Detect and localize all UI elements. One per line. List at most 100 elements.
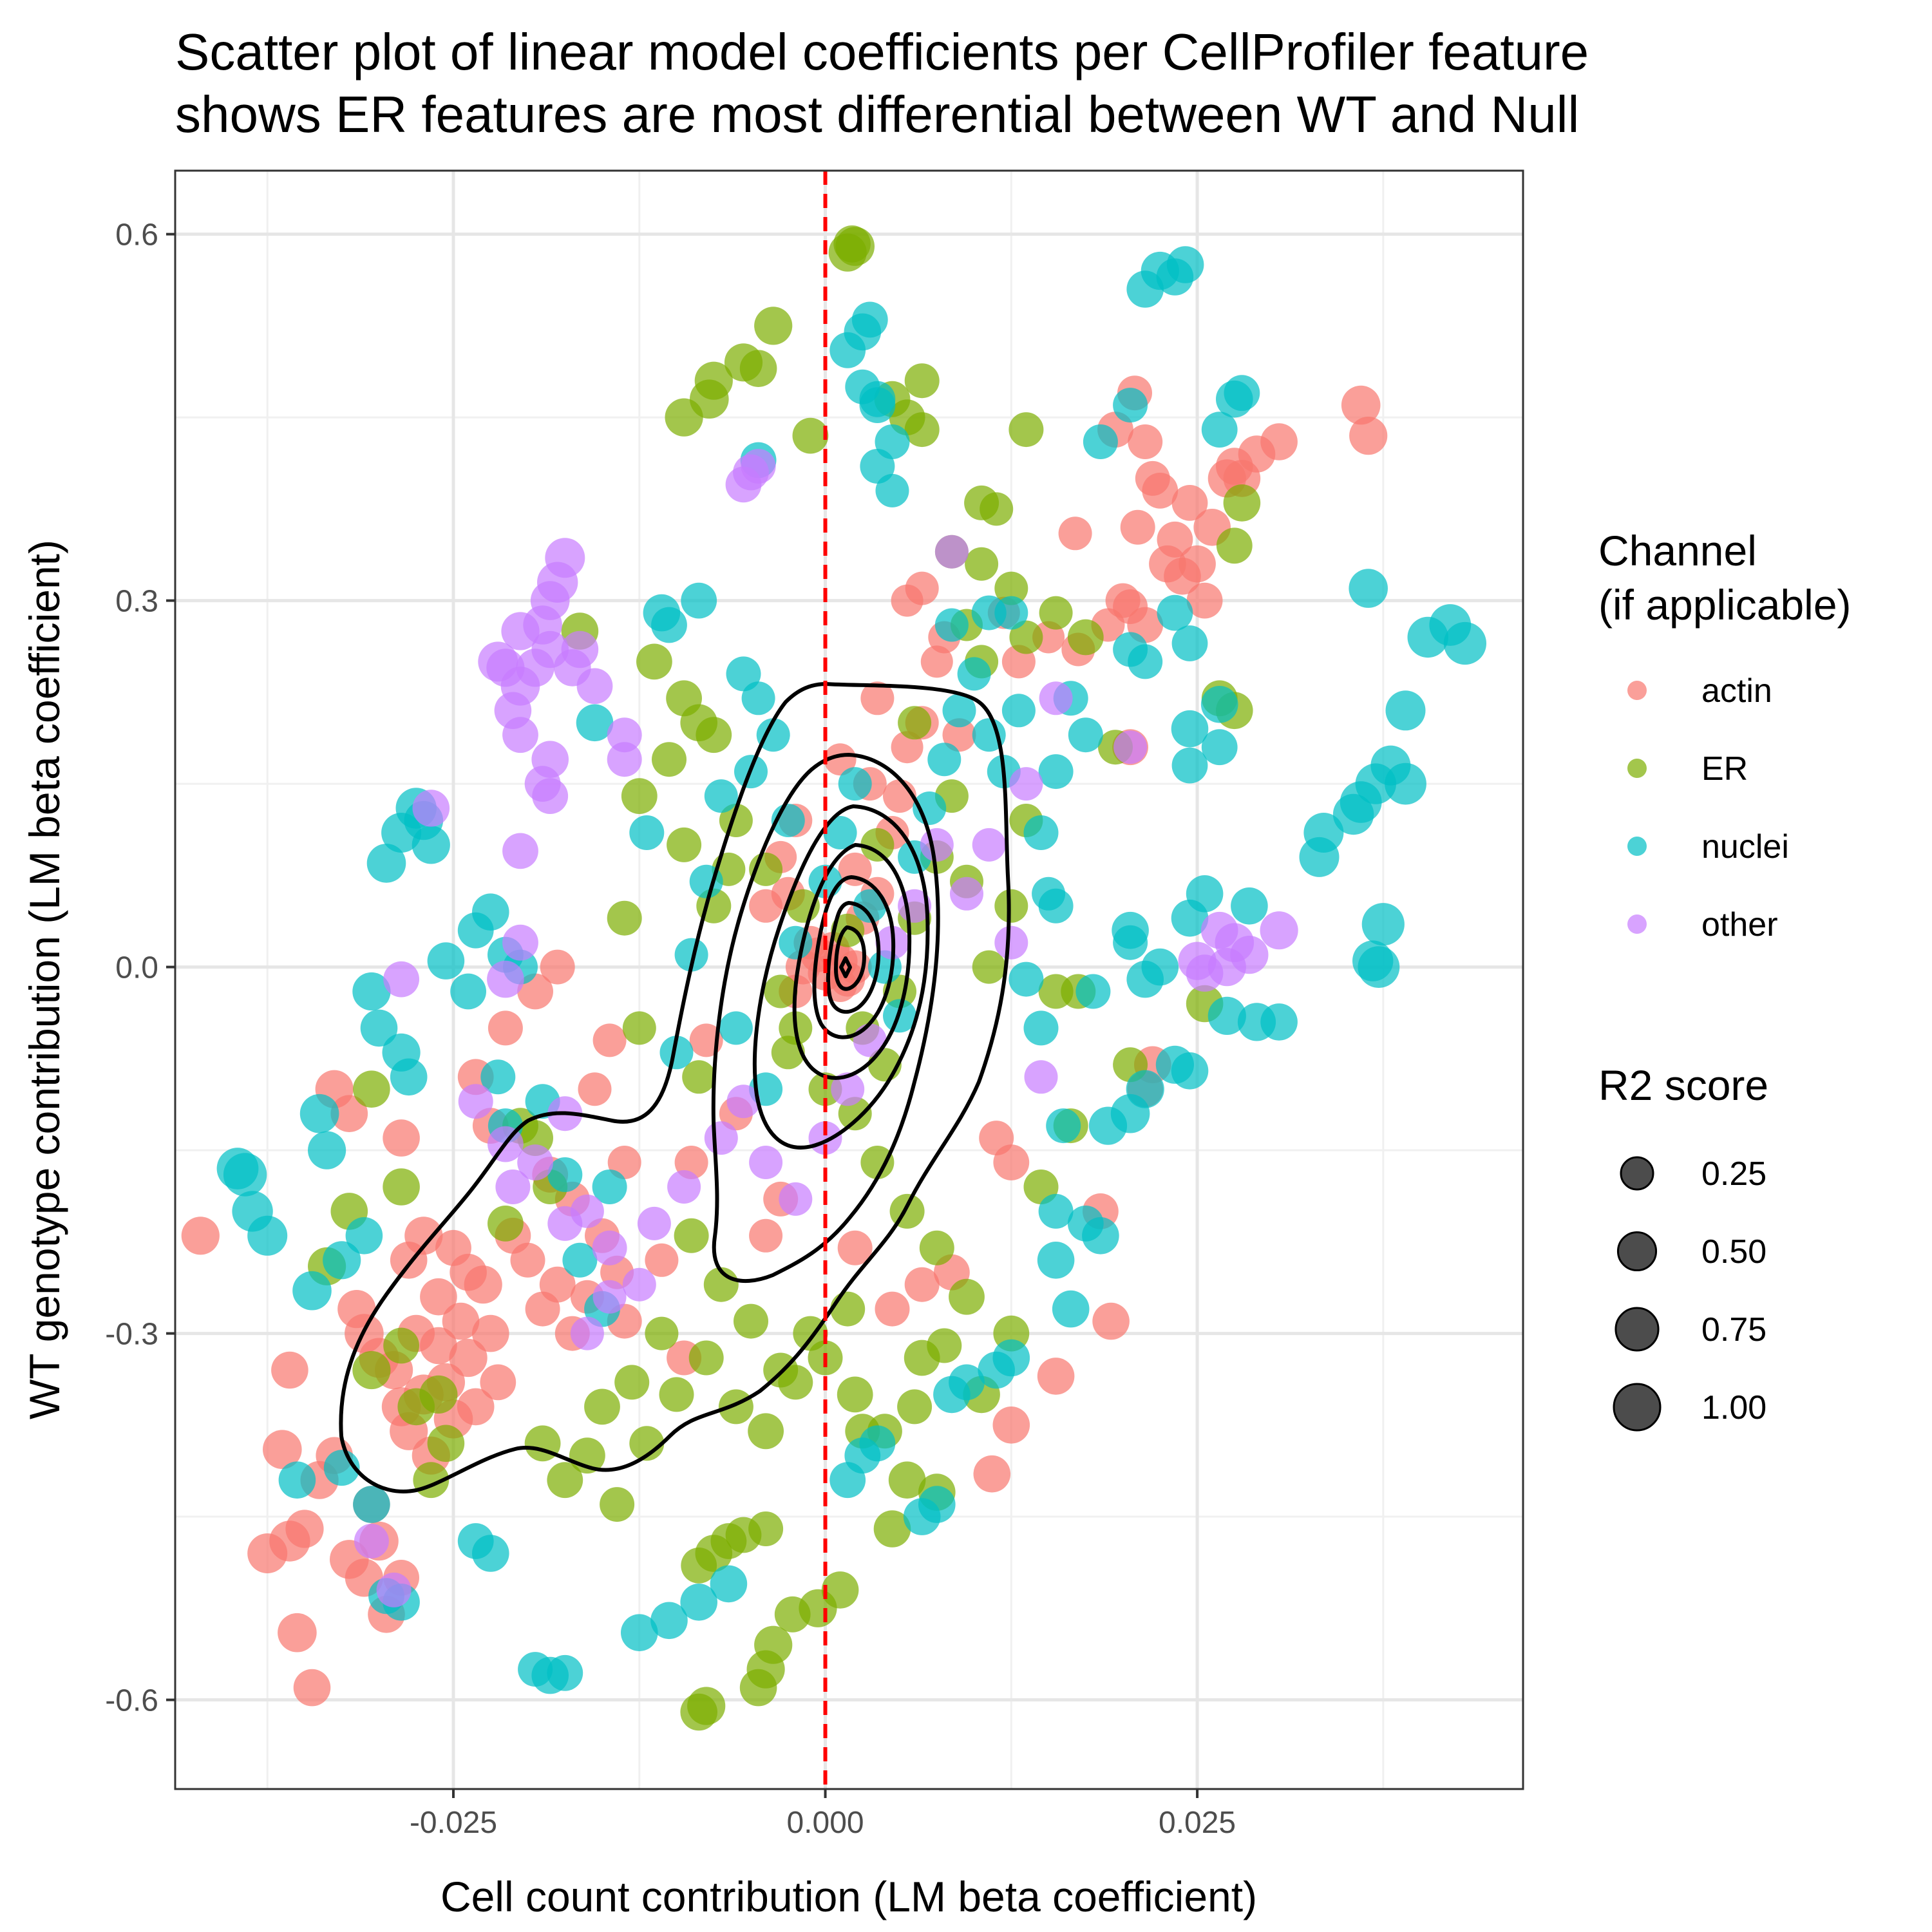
- point-other: [502, 924, 538, 961]
- point-nuclei: [829, 332, 866, 368]
- point-nuclei: [247, 1215, 288, 1256]
- point-other: [487, 960, 524, 998]
- point-actin: [337, 1290, 376, 1329]
- point-nuclei: [710, 1565, 748, 1603]
- point-actin: [942, 718, 976, 752]
- point-er: [739, 350, 777, 387]
- point-nuclei: [1037, 1242, 1075, 1279]
- point-er: [949, 1278, 985, 1315]
- point-actin: [904, 1267, 940, 1302]
- point-nuclei: [592, 1170, 627, 1204]
- point-er: [397, 1388, 435, 1426]
- point-nuclei: [412, 826, 450, 864]
- point-nuclei: [1171, 710, 1209, 748]
- point-er: [792, 417, 829, 454]
- point-nuclei: [838, 767, 872, 801]
- y-tick-label: -0.3: [105, 1318, 158, 1352]
- point-er: [629, 1426, 665, 1461]
- point-actin: [1142, 473, 1179, 509]
- point-nuclei: [823, 816, 857, 849]
- point-nuclei: [1201, 729, 1238, 766]
- point-nuclei: [860, 449, 895, 484]
- point-nuclei: [352, 972, 391, 1011]
- point-other: [749, 1146, 783, 1179]
- point-nuclei: [1009, 961, 1044, 997]
- point-nuclei: [427, 942, 465, 980]
- point-nuclei: [1038, 1193, 1074, 1229]
- point-nuclei: [651, 607, 687, 643]
- legend-key-other: [1627, 914, 1647, 934]
- legend-label-other: other: [1701, 906, 1778, 943]
- point-nuclei: [366, 844, 406, 883]
- point-er: [821, 1571, 859, 1609]
- legend-label-nuclei: nuclei: [1701, 828, 1789, 866]
- chart-title-line-1: Scatter plot of linear model coefficient…: [175, 23, 1589, 80]
- point-other: [994, 925, 1028, 960]
- point-nuclei: [1083, 424, 1118, 459]
- point-actin: [472, 1314, 509, 1352]
- point-nuclei: [360, 1009, 398, 1047]
- point-er: [667, 827, 702, 862]
- point-nuclei: [292, 1271, 332, 1311]
- point-actin: [1171, 485, 1208, 521]
- size-legend-label: 0.25: [1701, 1155, 1766, 1193]
- density-contours: [339, 682, 1011, 1493]
- point-er: [965, 547, 999, 581]
- point-other: [576, 668, 613, 705]
- point-nuclei: [1443, 621, 1486, 665]
- point-actin: [645, 1243, 679, 1277]
- point-actin: [578, 1072, 612, 1106]
- point-er: [488, 1206, 524, 1242]
- point-er: [383, 1327, 419, 1364]
- point-other: [458, 1084, 493, 1119]
- point-nuclei: [650, 1602, 688, 1640]
- point-er: [547, 1462, 583, 1499]
- point-er: [778, 1365, 813, 1400]
- point-other: [704, 1121, 738, 1155]
- point-nuclei: [1126, 960, 1164, 998]
- y-tick-label: 0.3: [115, 585, 158, 619]
- point-nuclei: [308, 1131, 346, 1170]
- point-nuclei: [875, 473, 909, 507]
- r2-score-legend: R2 score 0.25 0.50 0.75 1.00: [1598, 1061, 1768, 1432]
- point-nuclei: [992, 1339, 1030, 1377]
- plot-panel-border: [174, 169, 1524, 1790]
- point-actin: [181, 1217, 220, 1255]
- point-nuclei: [1186, 875, 1224, 913]
- point-nuclei: [1260, 1003, 1298, 1041]
- point-nuclei: [680, 1584, 717, 1621]
- point-actin: [920, 645, 953, 678]
- point-er: [665, 398, 703, 437]
- point-nuclei: [1171, 625, 1208, 661]
- point-er: [994, 571, 1028, 605]
- point-other: [532, 778, 569, 814]
- point-other: [502, 833, 538, 869]
- legend-key-actin: [1627, 681, 1647, 700]
- point-nuclei: [1001, 694, 1036, 728]
- point-nuclei: [1157, 594, 1193, 631]
- channel-legend: Channel (if applicable) actin ER nuclei oth…: [1598, 527, 1852, 943]
- point-actin: [263, 1430, 302, 1469]
- point-nuclei: [674, 938, 708, 972]
- point-nuclei: [1046, 1108, 1081, 1144]
- y-tick-label: 0.0: [115, 951, 158, 985]
- point-nuclei: [547, 1157, 583, 1192]
- point-actin: [383, 1119, 420, 1157]
- point-actin: [1157, 521, 1193, 558]
- y-tick-label: 0.6: [115, 218, 158, 252]
- point-nuclei: [845, 369, 880, 404]
- point-other: [1200, 911, 1238, 949]
- point-actin: [1186, 582, 1223, 619]
- point-er: [888, 1461, 926, 1499]
- point-nuclei: [1303, 813, 1344, 853]
- point-er: [687, 1687, 726, 1725]
- point-nuclei: [1113, 388, 1148, 423]
- point-nuclei: [949, 1364, 985, 1401]
- point-other: [1039, 681, 1073, 715]
- point-nuclei: [1224, 375, 1260, 412]
- point-nuclei: [345, 1217, 383, 1255]
- point-other: [570, 1316, 604, 1350]
- point-er: [584, 1388, 620, 1425]
- point-actin: [330, 1095, 368, 1132]
